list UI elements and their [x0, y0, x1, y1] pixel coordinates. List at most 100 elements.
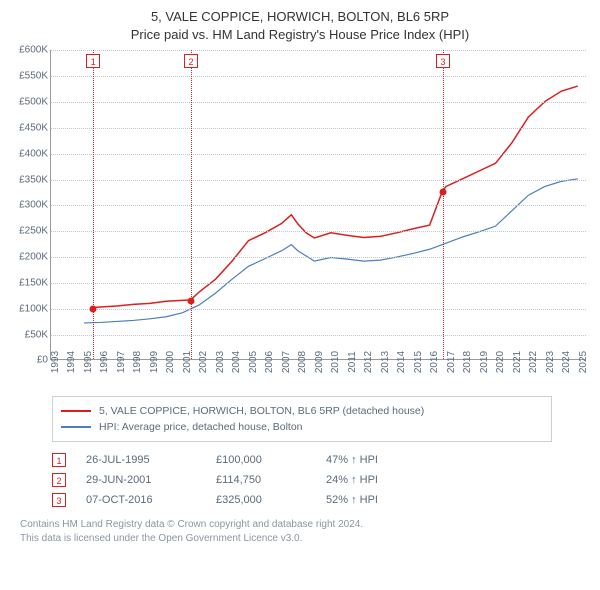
gridline: [51, 154, 586, 155]
x-tick-label: 2002: [198, 351, 209, 373]
x-tick-label: 2018: [462, 351, 473, 373]
sale-price: £100,000: [216, 454, 306, 466]
title-line-2: Price paid vs. HM Land Registry's House …: [10, 26, 590, 44]
attribution-line-2: This data is licensed under the Open Gov…: [20, 532, 590, 546]
y-tick-label: £250K: [19, 226, 48, 237]
y-tick-label: £500K: [19, 97, 48, 108]
sale-date: 26-JUL-1995: [86, 454, 196, 466]
x-tick-label: 2022: [528, 351, 539, 373]
x-tick-label: 1997: [116, 351, 127, 373]
legend-swatch: [61, 410, 91, 412]
x-tick-label: 2016: [429, 351, 440, 373]
sale-hpi: 24% ↑ HPI: [326, 474, 416, 486]
legend-swatch: [61, 426, 91, 428]
sales-table: 1 26-JUL-1995 £100,000 47% ↑ HPI 2 29-JUN-200…: [52, 450, 590, 510]
legend-row: HPI: Average price, detached house, Bolt…: [61, 419, 543, 435]
x-tick-label: 1993: [50, 351, 61, 373]
y-tick-label: £0: [37, 355, 48, 366]
x-tick-label: 2013: [380, 351, 391, 373]
x-tick-label: 1994: [66, 351, 77, 373]
sale-hpi: 52% ↑ HPI: [326, 494, 416, 506]
x-tick-label: 2010: [330, 351, 341, 373]
x-tick-label: 2014: [396, 351, 407, 373]
gridline: [51, 335, 586, 336]
x-tick-label: 2019: [479, 351, 490, 373]
title-block: 5, VALE COPPICE, HORWICH, BOLTON, BL6 5R…: [10, 8, 590, 44]
x-tick-label: 2021: [512, 351, 523, 373]
x-tick-label: 2020: [495, 351, 506, 373]
x-tick-label: 1996: [99, 351, 110, 373]
x-tick-label: 2023: [545, 351, 556, 373]
gridline: [51, 180, 586, 181]
sale-marker-line: [443, 50, 444, 359]
sale-marker-box: 2: [184, 54, 198, 68]
gridline: [51, 257, 586, 258]
title-line-1: 5, VALE COPPICE, HORWICH, BOLTON, BL6 5R…: [10, 8, 590, 26]
y-tick-label: £200K: [19, 252, 48, 263]
sale-row: 2 29-JUN-2001 £114,750 24% ↑ HPI: [52, 470, 590, 490]
gridline: [51, 309, 586, 310]
sale-row: 1 26-JUL-1995 £100,000 47% ↑ HPI: [52, 450, 590, 470]
x-tick-label: 1995: [83, 351, 94, 373]
x-tick-label: 2000: [165, 351, 176, 373]
gridline: [51, 205, 586, 206]
x-tick-label: 2017: [446, 351, 457, 373]
sale-dot: [188, 298, 195, 305]
x-tick-label: 2024: [561, 351, 572, 373]
sale-number-box: 1: [52, 453, 66, 467]
sale-date: 29-JUN-2001: [86, 474, 196, 486]
gridline: [51, 283, 586, 284]
legend-label: HPI: Average price, detached house, Bolt…: [99, 421, 303, 433]
sale-date: 07-OCT-2016: [86, 494, 196, 506]
y-tick-label: £150K: [19, 277, 48, 288]
x-tick-label: 2009: [314, 351, 325, 373]
x-tick-label: 1998: [132, 351, 143, 373]
x-tick-label: 2001: [182, 351, 193, 373]
sale-marker-line: [93, 50, 94, 359]
y-tick-label: £300K: [19, 200, 48, 211]
gridline: [51, 128, 586, 129]
sale-dot: [440, 189, 447, 196]
x-tick-label: 2008: [297, 351, 308, 373]
gridline: [51, 76, 586, 77]
x-tick-label: 2011: [347, 352, 358, 374]
y-tick-label: £450K: [19, 122, 48, 133]
y-tick-label: £600K: [19, 45, 48, 56]
attribution-line-1: Contains HM Land Registry data © Crown c…: [20, 518, 590, 532]
series-hpi: [84, 179, 578, 323]
y-tick-label: £400K: [19, 148, 48, 159]
sale-price: £325,000: [216, 494, 306, 506]
sale-hpi: 47% ↑ HPI: [326, 454, 416, 466]
gridline: [51, 102, 586, 103]
x-axis: 1993199419951996199719981999200020012002…: [50, 360, 586, 390]
y-tick-label: £350K: [19, 174, 48, 185]
series-property: [93, 86, 578, 307]
legend-label: 5, VALE COPPICE, HORWICH, BOLTON, BL6 5R…: [99, 405, 424, 417]
y-axis: £0£50K£100K£150K£200K£250K£300K£350K£400…: [10, 50, 50, 360]
x-tick-label: 2025: [578, 351, 589, 373]
sale-marker-line: [191, 50, 192, 359]
x-tick-label: 2007: [281, 351, 292, 373]
plot-region: 1 2 3: [50, 50, 586, 360]
x-tick-label: 2004: [231, 351, 242, 373]
x-tick-label: 2015: [413, 351, 424, 373]
sale-row: 3 07-OCT-2016 £325,000 52% ↑ HPI: [52, 490, 590, 510]
gridline: [51, 50, 586, 51]
sale-marker-box: 1: [86, 54, 100, 68]
legend: 5, VALE COPPICE, HORWICH, BOLTON, BL6 5R…: [52, 396, 552, 442]
legend-row: 5, VALE COPPICE, HORWICH, BOLTON, BL6 5R…: [61, 403, 543, 419]
x-tick-label: 2005: [248, 351, 259, 373]
x-tick-label: 2006: [264, 351, 275, 373]
y-tick-label: £100K: [19, 303, 48, 314]
x-tick-label: 1999: [149, 351, 160, 373]
x-tick-label: 2012: [363, 351, 374, 373]
chart-container: 5, VALE COPPICE, HORWICH, BOLTON, BL6 5R…: [0, 0, 600, 556]
chart-area: £0 £50K £100K £150K £200K £250K £300K £350K £400…: [10, 50, 590, 390]
x-tick-label: 2003: [215, 351, 226, 373]
y-tick-label: £50K: [25, 329, 48, 340]
gridline: [51, 231, 586, 232]
sale-marker-box: 3: [436, 54, 450, 68]
sale-number-box: 2: [52, 473, 66, 487]
sale-number-box: 3: [52, 493, 66, 507]
sale-price: £114,750: [216, 474, 306, 486]
